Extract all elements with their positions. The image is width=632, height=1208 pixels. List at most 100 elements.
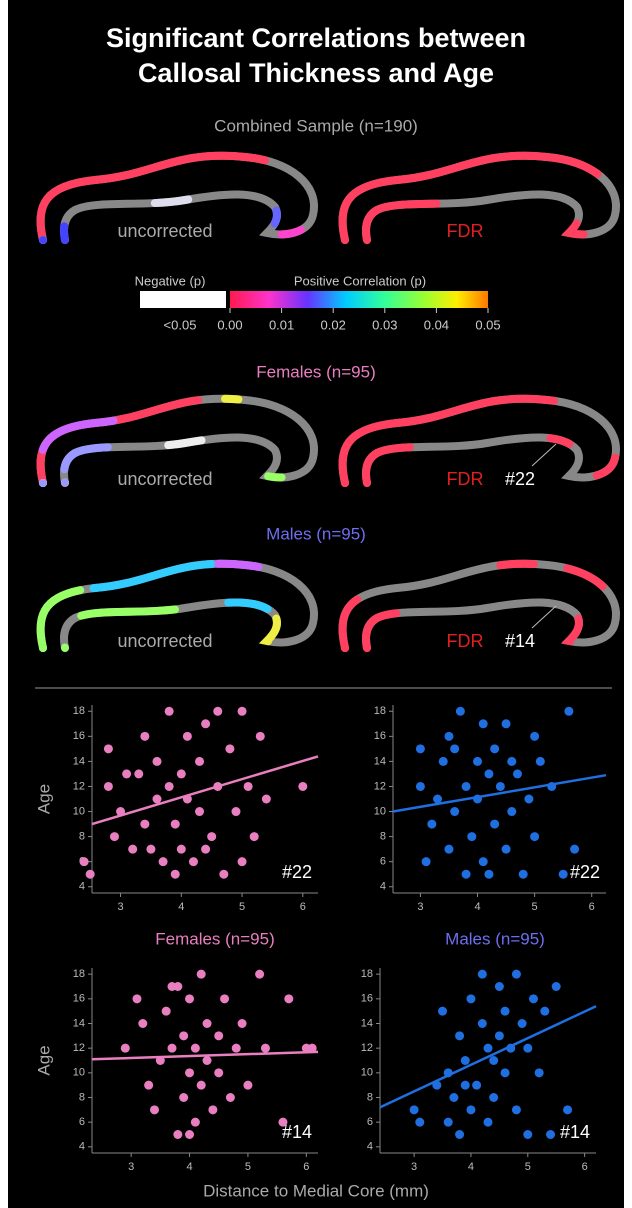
point xyxy=(168,1044,177,1053)
y-tick-label: 10 xyxy=(374,805,386,817)
y-axis-label: Age xyxy=(34,1045,53,1075)
section-label: Combined Sample (n=190) xyxy=(214,116,418,135)
point xyxy=(444,845,453,854)
point xyxy=(110,832,119,841)
point xyxy=(183,732,192,741)
point xyxy=(450,807,459,816)
point xyxy=(467,832,476,841)
point xyxy=(416,744,425,753)
point xyxy=(243,1081,252,1090)
x-tick-label: 4 xyxy=(474,901,480,913)
point xyxy=(177,845,186,854)
y-tick-label: 12 xyxy=(73,1042,85,1054)
colorbar-positive xyxy=(230,291,488,308)
method-label: FDR xyxy=(447,221,484,241)
y-tick-label: 18 xyxy=(73,705,85,717)
y-tick-label: 18 xyxy=(374,705,386,717)
colorbar-tick-label: <0.05 xyxy=(164,317,197,332)
point xyxy=(191,1044,200,1053)
point xyxy=(439,757,448,766)
y-tick-label: 18 xyxy=(73,968,85,980)
title-line: Significant Correlations between xyxy=(106,23,526,53)
x-tick-label: 3 xyxy=(128,1161,134,1173)
y-tick-label: 14 xyxy=(73,1017,85,1029)
point xyxy=(449,1093,458,1102)
point xyxy=(462,782,471,791)
point xyxy=(153,757,162,766)
point xyxy=(536,757,545,766)
point xyxy=(86,870,95,879)
point xyxy=(298,782,307,791)
point xyxy=(144,1081,153,1090)
point xyxy=(502,719,511,728)
point xyxy=(513,769,522,778)
point xyxy=(173,1130,182,1139)
x-tick-label: 4 xyxy=(468,1161,474,1173)
y-tick-label: 16 xyxy=(361,993,373,1005)
point xyxy=(484,1118,493,1127)
point xyxy=(134,769,143,778)
point xyxy=(140,732,149,741)
point xyxy=(484,870,493,879)
point xyxy=(466,1105,475,1114)
point xyxy=(168,982,177,991)
y-tick-label: 14 xyxy=(374,755,386,767)
point xyxy=(203,1056,212,1065)
point xyxy=(478,970,487,979)
y-tick-label: 10 xyxy=(361,1067,373,1079)
point xyxy=(479,719,488,728)
y-tick-label: 4 xyxy=(367,1141,373,1153)
point xyxy=(146,845,155,854)
y-tick-label: 4 xyxy=(380,881,386,893)
point xyxy=(479,857,488,866)
point xyxy=(197,1081,206,1090)
point xyxy=(410,1105,419,1114)
point xyxy=(495,982,504,991)
point xyxy=(159,857,168,866)
point xyxy=(540,1007,549,1016)
point xyxy=(225,744,234,753)
point xyxy=(523,1130,532,1139)
point xyxy=(179,1093,188,1102)
point xyxy=(238,857,247,866)
y-axis-label: Age xyxy=(34,784,53,814)
point xyxy=(530,832,539,841)
point xyxy=(495,1031,504,1040)
point xyxy=(570,845,579,854)
figure: Significant Correlations between Callosa… xyxy=(0,0,632,1208)
point xyxy=(138,1019,147,1028)
point xyxy=(165,782,174,791)
y-tick-label: 6 xyxy=(380,856,386,868)
colorbar-label: Negative (p) xyxy=(135,273,206,288)
method-label: uncorrected xyxy=(117,631,212,651)
point xyxy=(496,782,505,791)
point xyxy=(422,857,431,866)
point xyxy=(195,807,204,816)
point xyxy=(201,719,210,728)
method-label: FDR xyxy=(447,469,484,489)
point xyxy=(165,707,174,716)
point xyxy=(507,807,516,816)
y-tick-label: 6 xyxy=(367,1116,373,1128)
point xyxy=(518,1019,527,1028)
point xyxy=(191,1118,200,1127)
point xyxy=(153,795,162,804)
point xyxy=(185,1130,194,1139)
colorbar-tick-label: 0.04 xyxy=(424,317,449,332)
colorbar-tick-label: 0.01 xyxy=(269,317,294,332)
colorbar-tick-label: 0.02 xyxy=(321,317,346,332)
region-marker: #22 xyxy=(505,469,535,489)
x-tick-label: 5 xyxy=(245,1161,251,1173)
point xyxy=(501,1068,510,1077)
title-line: Callosal Thickness and Age xyxy=(138,58,494,88)
point xyxy=(416,782,425,791)
point xyxy=(177,769,186,778)
point xyxy=(456,707,465,716)
point xyxy=(461,1056,470,1065)
point xyxy=(415,1118,424,1127)
point xyxy=(523,1044,532,1053)
method-label: FDR xyxy=(447,631,484,651)
colorbar-negative xyxy=(140,291,226,308)
point xyxy=(507,757,516,766)
point xyxy=(461,1081,470,1090)
